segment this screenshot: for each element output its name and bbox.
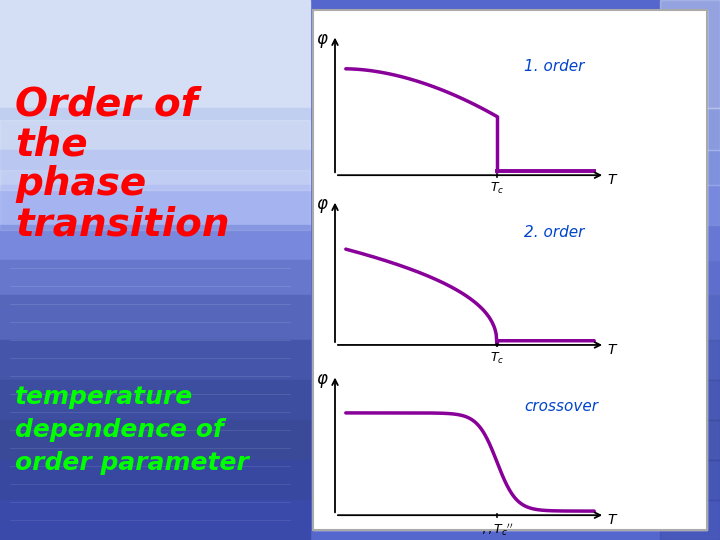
- Text: crossover: crossover: [524, 399, 598, 414]
- Text: 1. order: 1. order: [524, 59, 585, 75]
- Bar: [0, 120, 310, 190]
- Text: transition: transition: [15, 205, 230, 243]
- Text: T: T: [608, 173, 616, 187]
- Bar: [313, 10, 707, 530]
- Bar: [0, 380, 310, 420]
- Text: φ: φ: [316, 195, 327, 213]
- Text: φ: φ: [316, 370, 327, 388]
- Bar: [660, 108, 720, 150]
- Text: dependence of: dependence of: [15, 418, 224, 442]
- Bar: [0, 150, 310, 185]
- Text: the: the: [15, 125, 88, 163]
- Text: $T_c$: $T_c$: [490, 181, 504, 197]
- Text: $T_c$: $T_c$: [490, 352, 504, 367]
- Text: T: T: [608, 343, 616, 357]
- Bar: [660, 420, 720, 460]
- Bar: [660, 260, 720, 295]
- Bar: [0, 295, 310, 340]
- Bar: [660, 295, 720, 340]
- Bar: [0, 420, 310, 460]
- Bar: [0, 185, 310, 225]
- Bar: [0, 460, 310, 500]
- Bar: [660, 380, 720, 420]
- Text: phase: phase: [15, 165, 146, 203]
- Text: Order of: Order of: [15, 85, 197, 123]
- Bar: [0, 340, 310, 380]
- Text: temperature: temperature: [15, 385, 193, 409]
- Bar: [0, 108, 310, 150]
- Bar: [660, 150, 720, 185]
- Bar: [660, 225, 720, 260]
- Bar: [0, 225, 310, 260]
- Bar: [660, 500, 720, 540]
- Text: φ: φ: [316, 30, 327, 48]
- Bar: [313, 10, 707, 530]
- Bar: [660, 340, 720, 380]
- Text: $\mathit{,, T_c}^{\prime\prime}$: $\mathit{,, T_c}^{\prime\prime}$: [481, 521, 513, 538]
- Text: order parameter: order parameter: [15, 451, 249, 475]
- Bar: [690, 0, 720, 540]
- Text: T: T: [608, 513, 616, 527]
- Bar: [0, 0, 310, 108]
- Bar: [0, 260, 310, 295]
- Bar: [0, 170, 310, 230]
- Bar: [660, 185, 720, 225]
- Bar: [660, 0, 720, 108]
- Bar: [660, 460, 720, 500]
- Bar: [0, 500, 310, 540]
- Text: 2. order: 2. order: [524, 225, 585, 240]
